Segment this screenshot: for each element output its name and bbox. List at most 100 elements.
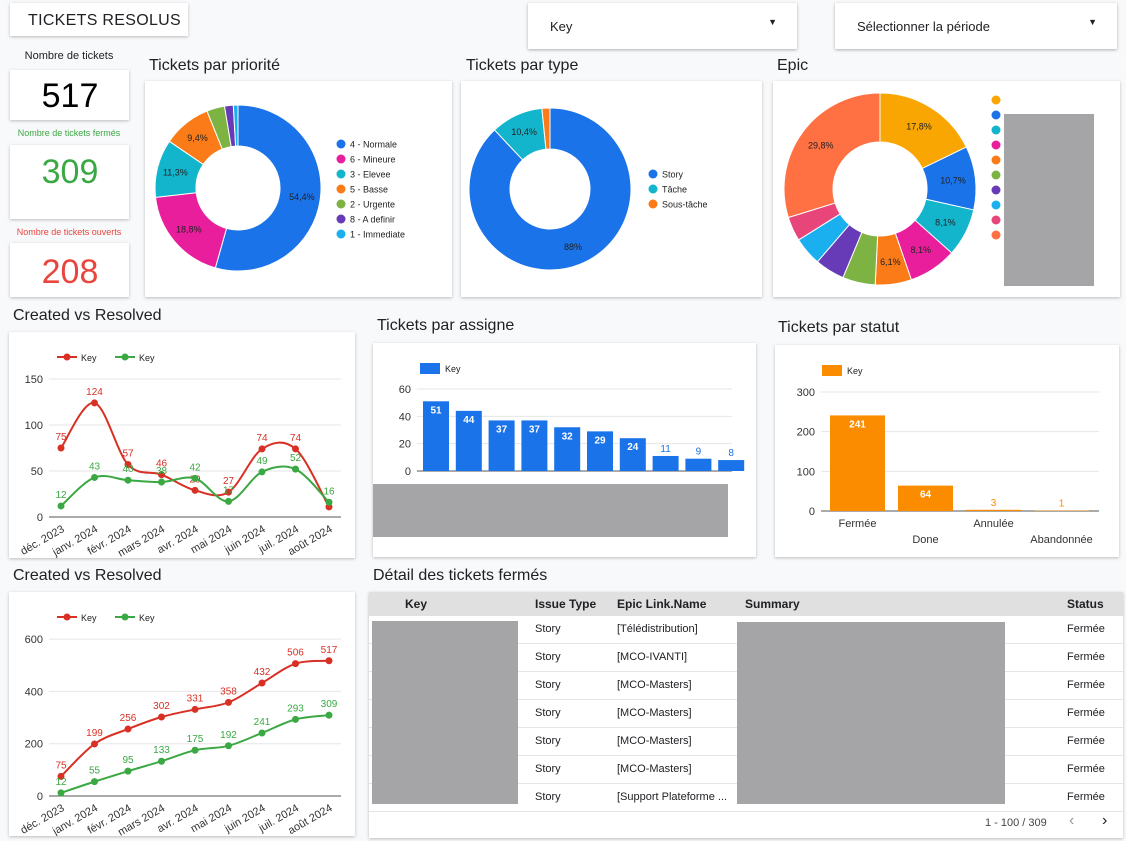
legend-label: Story	[662, 170, 684, 180]
legend-label: Sous-tâche	[662, 200, 708, 210]
cell-issue-type: Story	[535, 763, 561, 775]
legend-swatch	[992, 111, 1001, 120]
data-point	[292, 716, 299, 723]
header-title-box: TICKETS RESOLUS	[10, 3, 188, 36]
data-point	[158, 758, 165, 765]
data-point	[125, 726, 132, 733]
data-label: 74	[256, 433, 268, 444]
slice-data-label: 88%	[564, 242, 582, 252]
key-filter-dropdown[interactable]: Key ▼	[528, 3, 797, 49]
page-title: TICKETS RESOLUS	[28, 12, 181, 30]
data-label: 199	[86, 728, 103, 739]
table-title: Détail des tickets fermés	[373, 567, 547, 585]
chevron-left-icon[interactable]: ‹	[1069, 812, 1074, 830]
chart-title-created-resolved-cumul: Created vs Resolved	[13, 567, 162, 585]
key-filter-label: Key	[550, 19, 572, 34]
slice-data-label: 11,3%	[163, 168, 188, 178]
x-tick-label: Annulée	[973, 518, 1013, 530]
cell-issue-type: Story	[535, 651, 561, 663]
cell-epic-link: [MCO-Masters]	[617, 679, 692, 691]
col-header-status[interactable]: Status	[1067, 597, 1104, 611]
cell-epic-link: [MCO-Masters]	[617, 763, 692, 775]
data-label: 331	[187, 693, 204, 704]
bar-data-label: 3	[991, 498, 997, 509]
data-point	[225, 498, 232, 505]
period-filter-label: Sélectionner la période	[857, 19, 990, 34]
chevron-down-icon: ▼	[1088, 17, 1097, 27]
col-header-issue-type[interactable]: Issue Type	[535, 597, 596, 611]
legend-label: 3 - Elevee	[350, 170, 391, 180]
cell-issue-type: Story	[535, 623, 561, 635]
chart-title-statut: Tickets par statut	[778, 319, 899, 337]
bar-data-label: 32	[562, 431, 574, 442]
data-point	[91, 778, 98, 785]
legend-label: 8 - A definir	[350, 215, 395, 225]
data-point	[292, 660, 299, 667]
cell-status: Fermée	[1067, 679, 1105, 691]
legend-swatch	[992, 216, 1001, 225]
legend-swatch	[992, 96, 1001, 105]
y-tick-label: 300	[797, 387, 815, 399]
y-tick-label: 40	[399, 411, 411, 423]
data-label: 95	[122, 755, 134, 766]
bar-data-label: 64	[920, 490, 932, 501]
y-tick-label: 200	[797, 427, 815, 439]
data-point	[192, 747, 199, 754]
bar-data-label: 8	[728, 448, 734, 459]
legend-swatch	[337, 155, 346, 164]
data-point	[192, 706, 199, 713]
key-column-redacted	[372, 621, 518, 804]
bar-data-label: 29	[594, 435, 606, 446]
epic-chart-card: 17,8%10,7%8,1%8,1%6,1%29,8%	[773, 81, 1120, 297]
legend-swatch	[992, 141, 1001, 150]
epic-legend-redacted	[1004, 114, 1094, 286]
col-header-epic-link[interactable]: Epic Link.Name	[617, 597, 706, 611]
cell-status: Fermée	[1067, 791, 1105, 803]
slice-data-label: 9,4%	[187, 133, 208, 143]
legend-swatch	[992, 201, 1001, 210]
legend-swatch	[337, 140, 346, 149]
period-filter-dropdown[interactable]: Sélectionner la période ▼	[835, 3, 1117, 49]
data-label: 241	[254, 717, 271, 728]
cell-epic-link: [Télédistribution]	[617, 623, 698, 635]
data-label: 175	[187, 734, 204, 745]
slice-data-label: 8,1%	[910, 245, 931, 255]
data-label: 302	[153, 701, 170, 712]
cell-issue-type: Story	[535, 735, 561, 747]
kpi-open-label: Nombre de tickets ouverts	[8, 227, 130, 237]
x-tick-label: Fermée	[839, 518, 877, 530]
cell-epic-link: [Support Plateforme ...	[617, 791, 727, 803]
kpi-closed-label: Nombre de tickets fermés	[8, 128, 130, 138]
chart-title-created-resolved: Created vs Resolved	[13, 307, 162, 325]
data-label: 40	[122, 464, 134, 475]
data-label: 57	[122, 449, 134, 460]
series-line	[61, 715, 329, 793]
col-header-summary[interactable]: Summary	[745, 597, 800, 611]
assigne-xaxis-redacted	[373, 484, 728, 537]
data-label: 52	[290, 453, 302, 464]
legend-label: 4 - Normale	[350, 140, 397, 150]
series-line	[61, 661, 329, 777]
legend-swatch	[337, 230, 346, 239]
legend-label: Key	[81, 613, 97, 623]
legend-label: Key	[445, 364, 461, 374]
data-label: 16	[323, 486, 335, 497]
data-label: 42	[189, 462, 201, 473]
data-label: 55	[89, 766, 101, 777]
data-label: 517	[321, 645, 338, 656]
legend-label: Key	[139, 613, 155, 623]
col-header-key[interactable]: Key	[405, 597, 427, 611]
x-tick-label: Done	[912, 534, 938, 546]
legend-label: 6 - Mineure	[350, 155, 396, 165]
data-point	[326, 657, 333, 664]
y-tick-label: 0	[809, 506, 815, 518]
chevron-right-icon[interactable]: ›	[1102, 812, 1107, 830]
slice-data-label: 10,7%	[940, 175, 966, 185]
legend-marker	[122, 354, 129, 361]
data-label: 309	[321, 699, 338, 710]
bar	[966, 510, 1021, 511]
